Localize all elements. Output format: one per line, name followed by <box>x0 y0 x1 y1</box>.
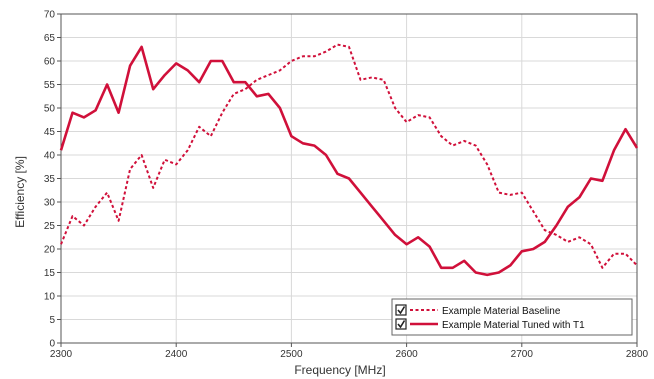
x-tick-label: 2700 <box>511 349 534 360</box>
legend-label-baseline: Example Material Baseline <box>442 306 561 317</box>
y-tick-label: 50 <box>44 104 56 115</box>
y-axis-title: Efficiency [%] <box>13 156 27 228</box>
y-tick-label: 30 <box>44 198 56 209</box>
legend: Example Material Baseline Example Materi… <box>391 298 633 336</box>
y-tick-label: 15 <box>44 268 56 279</box>
x-axis-ticks: 2300 2400 2500 2600 2700 2800 <box>50 343 649 360</box>
x-tick-label: 2400 <box>165 349 188 360</box>
y-axis-ticks: 0 5 10 15 20 25 30 35 40 45 50 55 60 65 70 <box>44 10 61 350</box>
series-lines <box>59 43 639 277</box>
x-axis-title: Frequency [MHz] <box>294 363 385 377</box>
legend-item-baseline[interactable]: Example Material Baseline <box>395 304 561 317</box>
legend-box <box>391 298 633 336</box>
x-tick-label: 2800 <box>626 349 649 360</box>
series-line-baseline <box>60 43 638 269</box>
y-tick-label: 70 <box>44 10 56 21</box>
legend-checkbox-baseline[interactable] <box>395 304 407 316</box>
series-line-tuned <box>59 45 639 277</box>
x-tick-label: 2500 <box>280 349 303 360</box>
checkmark-icon <box>397 320 406 329</box>
y-tick-label: 5 <box>49 315 55 326</box>
y-tick-label: 45 <box>44 127 56 138</box>
legend-label-tuned: Example Material Tuned with T1 <box>442 320 585 331</box>
y-tick-label: 65 <box>44 33 56 44</box>
y-tick-label: 40 <box>44 151 56 162</box>
checkmark-icon <box>397 306 406 315</box>
y-tick-label: 60 <box>44 57 56 68</box>
legend-checkbox-tuned[interactable] <box>395 318 407 330</box>
y-tick-label: 0 <box>49 339 55 350</box>
x-tick-label: 2600 <box>395 349 418 360</box>
y-tick-label: 55 <box>44 80 56 91</box>
y-tick-label: 20 <box>44 245 56 256</box>
y-tick-label: 10 <box>44 292 56 303</box>
legend-item-tuned[interactable]: Example Material Tuned with T1 <box>395 318 585 331</box>
y-tick-label: 25 <box>44 221 56 232</box>
y-tick-label: 35 <box>44 174 56 185</box>
x-tick-label: 2300 <box>50 349 73 360</box>
